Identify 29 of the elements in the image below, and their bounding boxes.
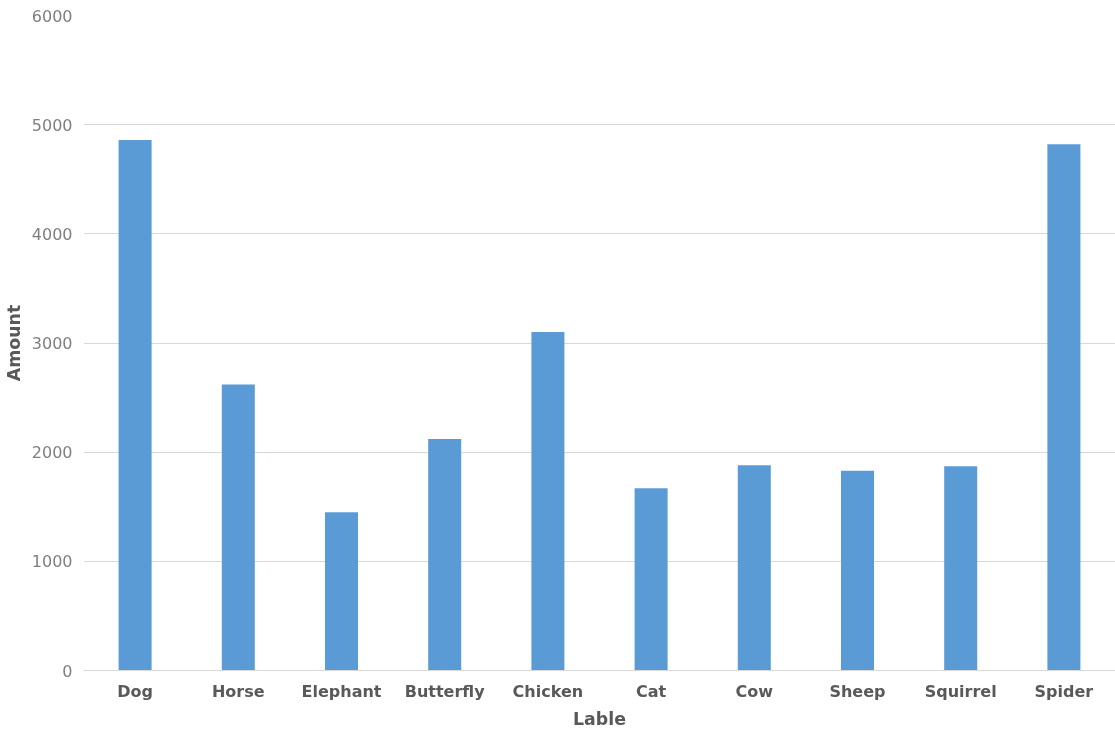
y-tick-label: 1000 bbox=[31, 552, 73, 572]
x-tick-label: Elephant bbox=[301, 681, 382, 701]
bar bbox=[737, 465, 771, 671]
y-tick-label: 6000 bbox=[31, 6, 73, 26]
x-tick-label: Squirrel bbox=[924, 681, 997, 701]
bar bbox=[221, 384, 255, 671]
bar bbox=[944, 466, 978, 671]
bar bbox=[840, 470, 875, 671]
bar bbox=[531, 332, 565, 671]
y-tick-label: 0 bbox=[62, 661, 73, 681]
bar bbox=[1047, 144, 1081, 671]
y-tick-label: 3000 bbox=[31, 334, 73, 353]
x-tick-label: Spider bbox=[1034, 681, 1094, 701]
y-tick-label: 5000 bbox=[31, 115, 73, 135]
x-tick-label: Butterfly bbox=[404, 681, 486, 701]
x-tick-label: Cow bbox=[735, 681, 774, 701]
x-axis-title: Lable bbox=[573, 708, 626, 729]
y-tick-label: 2000 bbox=[31, 443, 73, 463]
bar bbox=[428, 439, 462, 671]
x-tick-label: Dog bbox=[117, 681, 153, 701]
x-tick-label: Horse bbox=[211, 681, 265, 701]
y-axis-title: Amount bbox=[3, 304, 24, 382]
bar bbox=[634, 488, 668, 671]
bar bbox=[118, 139, 152, 671]
y-tick-label: 4000 bbox=[31, 224, 73, 244]
x-tick-label: Sheep bbox=[829, 681, 886, 701]
x-tick-label: Cat bbox=[636, 681, 667, 701]
bar bbox=[324, 512, 359, 671]
x-tick-label: Chicken bbox=[512, 681, 584, 701]
